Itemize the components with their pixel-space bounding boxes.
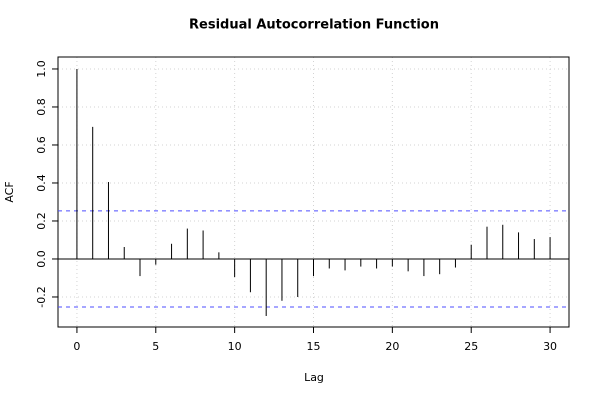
y-tick-label: 0.0	[35, 250, 48, 268]
x-tick-label: 0	[73, 340, 80, 353]
x-tick-label: 10	[228, 340, 242, 353]
x-tick-label: 15	[307, 340, 321, 353]
x-tick-label: 20	[385, 340, 399, 353]
y-tick-label: 0.2	[35, 212, 48, 230]
x-tick-label: 30	[543, 340, 557, 353]
x-tick-label: 25	[464, 340, 478, 353]
chart-title: Residual Autocorrelation Function	[189, 18, 439, 33]
plot-frame	[57, 56, 570, 328]
y-tick-label: 0.6	[35, 136, 48, 154]
y-tick-label: -0.2	[35, 286, 48, 307]
y-tick-label: 0.4	[35, 174, 48, 192]
y-tick-label: 1.0	[35, 60, 48, 78]
y-axis-title: ACF	[3, 181, 16, 202]
y-tick-label: 0.8	[35, 98, 48, 116]
x-axis-title: Lag	[304, 371, 324, 384]
x-tick-label: 5	[152, 340, 159, 353]
